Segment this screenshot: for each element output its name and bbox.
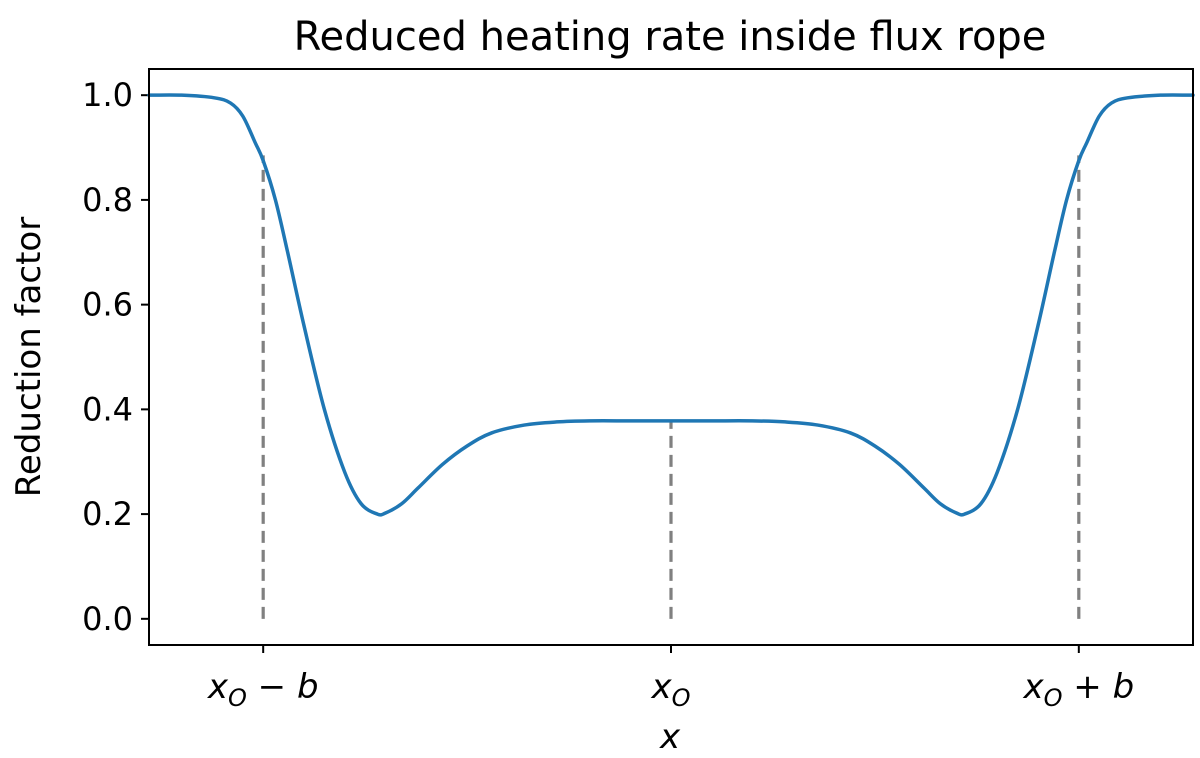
x-tick-label: xO + b [1022,667,1134,712]
x-tick-label-main: x [650,667,672,707]
y-axis: 0.0 0.2 0.4 0.6 0.8 1.0 [82,76,149,638]
x-axis-label: x [659,717,681,757]
y-tick-label: 0.6 [82,286,133,324]
x-tick-label-sub: O [1044,684,1063,712]
x-axis: xO − b xO xO + b [207,645,1134,712]
x-tick-label-main: x [1022,667,1044,707]
chart-title: Reduced heating rate inside flux rope [294,14,1047,60]
y-tick-label: 0.2 [82,495,133,533]
series-line [147,93,1195,517]
x-tick-label-sub: O [672,684,691,712]
x-tick-label-main: x [207,667,229,707]
x-tick-label-tail: + b [1062,667,1134,707]
x-tick-label: xO − b [207,667,319,712]
x-tick-label: xO [650,667,690,712]
y-tick-label: 0.4 [82,390,133,428]
x-tick-label-tail: − b [247,667,319,707]
x-tick-label-sub: O [228,684,247,712]
plot-frame [148,68,1194,646]
y-tick-label: 1.0 [82,76,133,114]
y-tick-label: 0.0 [82,600,133,638]
y-tick-label: 0.8 [82,181,133,219]
reference-markers [261,155,1081,619]
series-group [147,93,1195,517]
y-axis-label: Reduction factor [9,217,49,497]
